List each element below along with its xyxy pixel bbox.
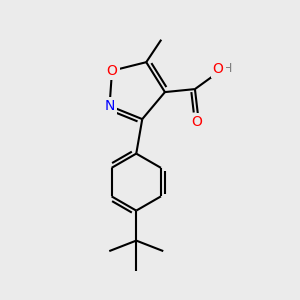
Text: H: H: [223, 62, 232, 76]
Text: O: O: [191, 115, 202, 129]
Text: O: O: [213, 62, 224, 76]
Text: N: N: [104, 99, 115, 113]
Text: O: O: [106, 64, 118, 78]
